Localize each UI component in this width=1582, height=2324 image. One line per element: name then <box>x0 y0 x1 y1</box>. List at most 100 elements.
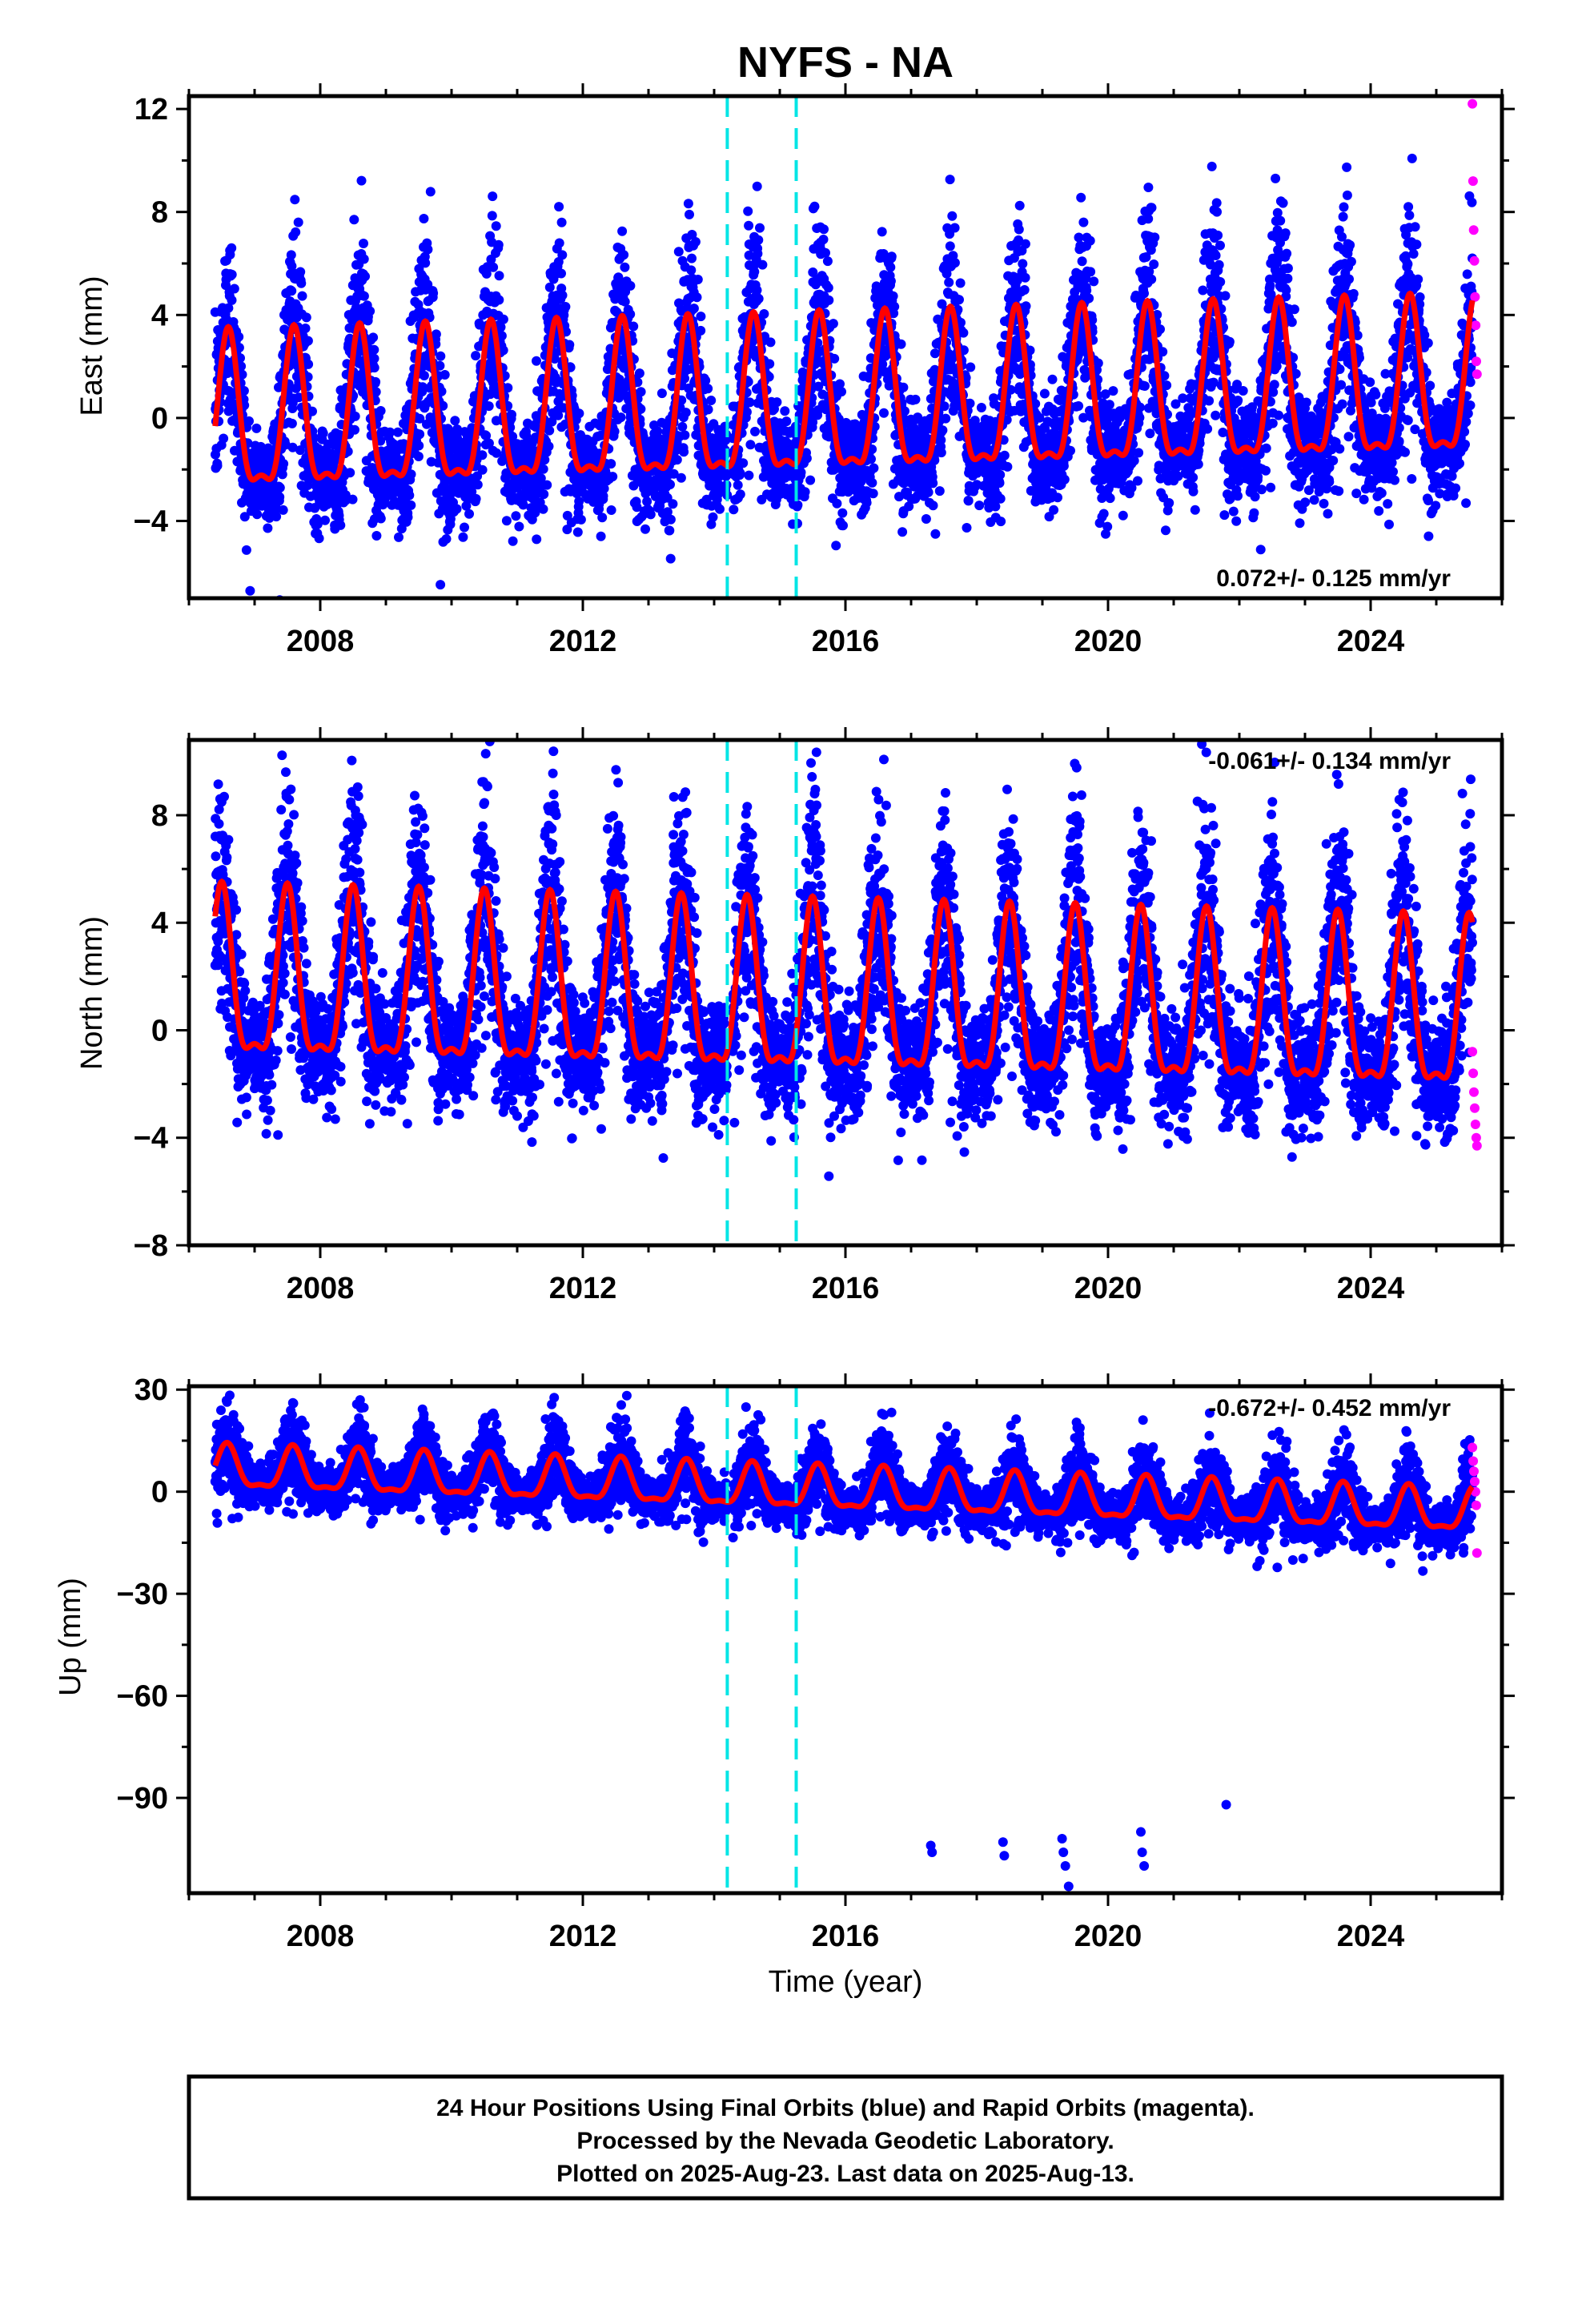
final-point <box>286 250 296 260</box>
final-point <box>729 505 739 515</box>
final-point <box>750 426 760 436</box>
final-point <box>503 383 513 393</box>
final-point <box>464 509 474 519</box>
final-point <box>441 534 452 544</box>
final-point <box>821 247 830 258</box>
final-point <box>673 247 684 257</box>
final-point <box>237 369 247 380</box>
chart-title: NYFS - NA <box>737 38 954 86</box>
final-point <box>491 221 501 231</box>
final-point <box>752 181 762 191</box>
final-point <box>371 531 382 541</box>
final-point <box>939 401 950 412</box>
final-point <box>765 359 775 369</box>
final-point <box>296 278 307 288</box>
final-point <box>692 292 702 303</box>
final-point <box>686 265 697 275</box>
final-point <box>542 480 552 490</box>
final-point <box>665 514 676 525</box>
final-point <box>801 453 812 464</box>
final-point <box>1102 521 1113 532</box>
final-point <box>428 288 439 299</box>
final-point <box>507 409 516 420</box>
final-point <box>696 325 706 336</box>
final-point <box>861 497 872 508</box>
final-point <box>772 397 782 408</box>
final-point <box>877 227 887 237</box>
final-point <box>314 533 324 544</box>
final-point <box>889 301 900 312</box>
final-point <box>369 363 379 373</box>
final-point <box>1089 276 1099 287</box>
final-point <box>753 235 764 245</box>
final-point <box>300 324 311 333</box>
final-point <box>263 523 273 533</box>
final-point <box>227 243 237 253</box>
final-point <box>930 529 941 539</box>
final-point <box>477 450 488 460</box>
final-point <box>934 486 945 497</box>
final-point <box>508 536 518 546</box>
final-point <box>335 520 346 530</box>
final-point <box>793 500 803 510</box>
final-point <box>945 241 955 251</box>
final-point <box>745 440 756 450</box>
final-point <box>689 304 699 314</box>
final-point <box>879 408 889 418</box>
final-point <box>780 406 790 416</box>
final-point <box>368 332 379 343</box>
final-point <box>514 521 524 532</box>
final-point <box>1098 509 1109 519</box>
final-point <box>609 426 620 436</box>
final-point <box>223 303 234 313</box>
final-point <box>1047 374 1058 384</box>
final-point <box>1039 388 1050 399</box>
final-point <box>995 493 1006 504</box>
final-point <box>941 413 951 424</box>
final-point <box>597 513 608 523</box>
final-point <box>1066 445 1075 456</box>
final-point <box>944 277 954 287</box>
final-point <box>278 505 288 515</box>
final-point <box>544 282 555 292</box>
final-point <box>1077 256 1087 267</box>
final-point <box>596 531 606 541</box>
final-point <box>950 258 960 268</box>
final-point <box>271 512 282 522</box>
final-point <box>458 532 468 542</box>
final-point <box>227 295 237 305</box>
final-point <box>665 525 675 536</box>
final-point <box>636 387 646 397</box>
final-point <box>239 512 250 522</box>
final-point <box>359 239 368 248</box>
final-point <box>419 214 429 223</box>
final-point <box>690 237 701 247</box>
final-point <box>554 202 564 212</box>
final-point <box>360 271 370 282</box>
final-point <box>356 175 367 186</box>
final-point <box>234 332 244 342</box>
final-point <box>679 447 689 457</box>
final-point <box>665 480 675 489</box>
final-point <box>1002 461 1013 472</box>
final-point <box>1059 474 1070 485</box>
final-point <box>759 309 769 319</box>
final-point <box>735 489 745 500</box>
final-point <box>683 199 693 209</box>
final-point <box>413 452 424 461</box>
final-point <box>829 353 840 364</box>
final-point <box>349 215 359 225</box>
final-point <box>757 259 768 270</box>
final-point <box>936 448 946 458</box>
final-point <box>544 425 555 436</box>
final-point <box>359 254 369 264</box>
final-point <box>994 478 1005 489</box>
final-point <box>1074 401 1084 411</box>
final-point <box>498 314 508 324</box>
final-point <box>869 463 879 473</box>
final-point <box>1014 200 1025 211</box>
final-point <box>1019 285 1030 295</box>
final-point <box>279 459 289 469</box>
final-point <box>406 500 416 510</box>
